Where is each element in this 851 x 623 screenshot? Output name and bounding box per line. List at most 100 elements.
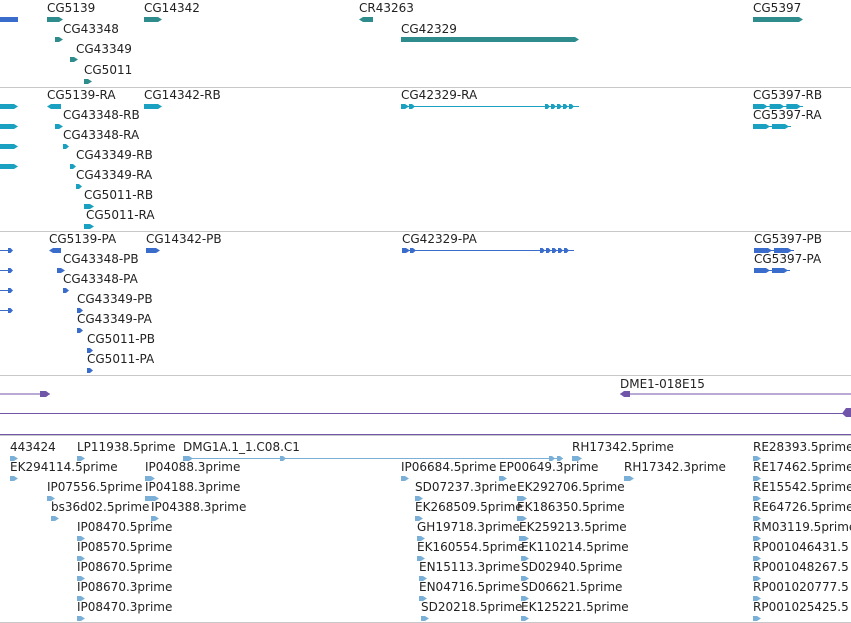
feature-glyph[interactable] <box>84 204 94 209</box>
feature-glyph[interactable] <box>144 17 162 22</box>
feature-glyph[interactable] <box>419 596 427 601</box>
feature-label[interactable]: CG14342-PB <box>146 232 222 246</box>
feature-glyph[interactable] <box>0 17 18 22</box>
exon-glyph[interactable] <box>402 248 410 253</box>
exon-glyph[interactable] <box>558 248 563 253</box>
feature-label[interactable]: RE17462.5prime <box>753 460 851 474</box>
feature-glyph[interactable] <box>76 184 82 189</box>
feature[interactable]: RH17342.3prime <box>624 460 726 481</box>
feature-label[interactable]: IP08470.5prime <box>77 520 172 534</box>
feature-label[interactable]: IP08570.5prime <box>77 540 172 554</box>
feature-glyph[interactable] <box>55 37 63 42</box>
feature[interactable]: CG5011-PB <box>87 332 155 353</box>
feature-glyph[interactable] <box>47 17 63 22</box>
feature-glyph[interactable] <box>280 456 286 461</box>
feature-label[interactable]: SD06621.5prime <box>521 580 622 594</box>
feature-label[interactable]: RH17342.3prime <box>624 460 726 474</box>
feature-glyph[interactable] <box>753 556 761 561</box>
partial-feature[interactable] <box>0 17 18 22</box>
feature[interactable]: EK292706.5prime <box>517 480 625 501</box>
feature-glyph[interactable] <box>47 496 55 501</box>
feature[interactable]: CG43349 <box>70 42 132 62</box>
feature-glyph[interactable] <box>8 308 13 313</box>
feature-glyph[interactable] <box>87 348 93 353</box>
feature-glyph[interactable] <box>572 456 582 461</box>
feature[interactable]: CG43349-PA <box>77 312 153 333</box>
exon-glyph[interactable] <box>540 248 545 253</box>
feature[interactable]: SD02940.5prime <box>521 560 622 581</box>
feature-label[interactable]: IP04188.3prime <box>145 480 240 494</box>
exon-glyph[interactable] <box>546 248 551 253</box>
feature-label[interactable]: CG43349-PB <box>77 292 153 306</box>
feature-label[interactable]: DME1-018E15 <box>620 377 705 391</box>
feature-glyph[interactable] <box>47 104 61 109</box>
feature-glyph[interactable] <box>401 37 579 42</box>
feature-glyph[interactable] <box>753 516 761 521</box>
feature-label[interactable]: CG43349-RB <box>76 148 153 162</box>
feature[interactable]: CG43349-RB <box>70 148 153 169</box>
partial-feature[interactable] <box>0 124 18 129</box>
feature-glyph[interactable] <box>87 368 93 373</box>
feature-glyph[interactable] <box>55 124 63 129</box>
feature-glyph[interactable] <box>521 556 529 561</box>
exon-glyph[interactable] <box>410 248 416 253</box>
feature-label[interactable]: EK292706.5prime <box>517 480 625 494</box>
feature-label[interactable]: CG43349-PA <box>77 312 153 326</box>
feature[interactable]: RP001046431.5 <box>753 540 849 561</box>
feature-label[interactable]: GH19718.3prime <box>417 520 520 534</box>
feature-label[interactable]: CG5139 <box>47 1 95 15</box>
feature[interactable]: 443424 <box>10 440 56 461</box>
feature-label[interactable]: CG42329-RA <box>401 88 478 102</box>
feature-glyph[interactable] <box>753 596 761 601</box>
feature-glyph[interactable] <box>77 456 85 461</box>
feature-label[interactable]: 443424 <box>10 440 56 454</box>
feature[interactable]: CG42329 <box>401 22 579 42</box>
feature[interactable]: CG5397-PA <box>754 252 822 273</box>
feature-label[interactable]: EP00649.3prime <box>499 460 598 474</box>
feature[interactable]: RE28393.5prime <box>753 440 851 461</box>
feature[interactable]: CG5011-RB <box>84 188 153 209</box>
feature-glyph[interactable] <box>77 596 85 601</box>
feature[interactable]: RH17342.5prime <box>572 440 674 461</box>
feature-glyph[interactable] <box>753 17 803 22</box>
feature-glyph[interactable] <box>521 596 529 601</box>
feature-glyph[interactable] <box>753 576 761 581</box>
feature-label[interactable]: CG43349 <box>76 42 132 56</box>
feature-glyph[interactable] <box>753 536 761 541</box>
feature[interactable]: CG43348-PB <box>57 252 139 273</box>
feature[interactable]: SD20218.5prime <box>421 600 522 621</box>
feature-glyph[interactable] <box>421 616 429 621</box>
feature-glyph[interactable] <box>8 248 13 253</box>
feature-glyph[interactable] <box>401 476 409 481</box>
feature-glyph[interactable] <box>77 576 85 581</box>
feature[interactable]: IP04188.3prime <box>145 480 240 501</box>
feature-label[interactable]: CG5139-RA <box>47 88 116 102</box>
feature[interactable]: CG14342-PB <box>146 232 222 253</box>
feature[interactable]: IP04088.3prime <box>145 460 240 481</box>
exon-glyph[interactable] <box>552 248 557 253</box>
feature[interactable]: CG5011 <box>84 63 132 84</box>
feature[interactable]: CG5397-PB <box>754 232 822 253</box>
exon-glyph[interactable] <box>551 104 556 109</box>
feature-glyph[interactable] <box>77 616 85 621</box>
feature-glyph[interactable] <box>419 576 427 581</box>
feature-label[interactable]: EK294114.5prime <box>10 460 118 474</box>
feature-glyph[interactable] <box>145 496 159 501</box>
feature[interactable]: RM03119.5prime <box>753 520 851 541</box>
feature[interactable]: CG14342-RB <box>144 88 221 109</box>
feature-label[interactable]: RP001046431.5 <box>753 540 849 554</box>
exon-glyph[interactable] <box>754 268 770 273</box>
feature[interactable]: CG5011-RA <box>84 208 155 229</box>
partial-feature[interactable] <box>0 104 18 109</box>
feature-label[interactable]: CG5011 <box>84 63 132 77</box>
feature-glyph[interactable] <box>519 536 529 541</box>
feature-label[interactable]: CG5397 <box>753 1 801 15</box>
feature-label[interactable]: IP04088.3prime <box>145 460 240 474</box>
feature-glyph[interactable] <box>417 536 425 541</box>
feature-label[interactable]: bs36d02.5prime <box>51 500 149 514</box>
feature-label[interactable]: EK186350.5prime <box>517 500 625 514</box>
feature-label[interactable]: SD20218.5prime <box>421 600 522 614</box>
feature-glyph[interactable] <box>557 456 563 461</box>
feature[interactable]: RE17462.5prime <box>753 460 851 481</box>
partial-feature[interactable] <box>0 144 18 149</box>
